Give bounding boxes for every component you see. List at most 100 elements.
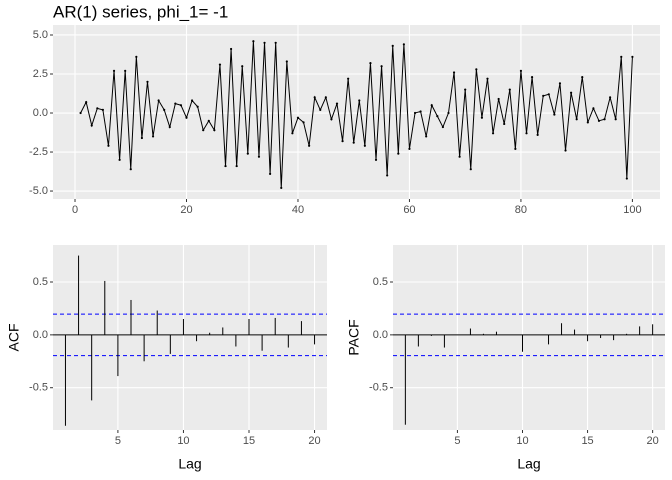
- point: [257, 155, 261, 158]
- x-axis-title: Lag: [517, 456, 540, 472]
- point: [536, 133, 539, 136]
- point: [79, 111, 82, 115]
- point: [380, 65, 383, 68]
- point: [263, 41, 266, 44]
- y-tick-label: -2.5: [29, 146, 48, 158]
- point: [447, 111, 450, 115]
- x-tick-label: 20: [308, 435, 320, 447]
- point: [408, 147, 411, 151]
- point: [140, 136, 144, 140]
- point: [174, 102, 177, 105]
- point: [96, 107, 99, 110]
- point: [620, 55, 623, 58]
- point: [597, 119, 601, 122]
- point: [196, 105, 199, 108]
- point: [274, 41, 277, 44]
- point: [241, 65, 244, 68]
- x-tick-label: 0: [72, 204, 78, 216]
- y-tick-label: 2.5: [33, 68, 48, 80]
- x-tick-label: 10: [516, 435, 528, 447]
- y-tick-label: 0.0: [33, 329, 48, 341]
- x-tick-label: 5: [454, 435, 460, 447]
- point: [547, 93, 550, 96]
- point: [112, 69, 116, 72]
- point: [90, 124, 93, 127]
- point: [475, 68, 478, 71]
- point: [85, 100, 88, 104]
- point: [369, 61, 372, 65]
- point: [324, 96, 327, 99]
- point: [402, 43, 405, 46]
- point: [586, 121, 589, 124]
- point: [542, 94, 545, 97]
- point: [163, 108, 166, 111]
- point: [358, 99, 361, 102]
- point: [101, 108, 104, 111]
- x-tick-label: 20: [647, 435, 659, 447]
- y-tick-label: 5.0: [33, 29, 48, 41]
- panel-background: [393, 245, 665, 430]
- point: [575, 118, 578, 121]
- y-tick-label: 0.0: [373, 329, 388, 341]
- point: [313, 96, 316, 99]
- point: [486, 77, 489, 80]
- y-axis-title: PACF: [346, 319, 362, 355]
- point: [441, 125, 444, 129]
- point: [330, 118, 333, 121]
- point: [151, 135, 155, 138]
- y-tick-label: -0.5: [29, 382, 48, 394]
- point: [491, 132, 495, 135]
- point: [157, 99, 160, 102]
- x-tick-label: 15: [581, 435, 593, 447]
- panel-background: [53, 25, 660, 199]
- y-tick-label: 0.0: [33, 107, 48, 119]
- point: [569, 91, 573, 94]
- point: [503, 122, 506, 126]
- x-tick-label: 40: [292, 204, 304, 216]
- point: [419, 110, 422, 113]
- point: [185, 116, 188, 119]
- point: [146, 80, 149, 83]
- point: [631, 55, 634, 58]
- point: [252, 40, 255, 43]
- point: [525, 132, 528, 135]
- point: [614, 118, 617, 121]
- point: [564, 149, 567, 152]
- x-tick-label: 80: [515, 204, 527, 216]
- point: [246, 152, 249, 155]
- point: [235, 164, 238, 168]
- point: [514, 147, 517, 151]
- point: [603, 118, 606, 121]
- point: [374, 158, 378, 161]
- point: [168, 125, 171, 129]
- x-tick-label: 100: [623, 204, 641, 216]
- point: [363, 144, 366, 147]
- point: [280, 186, 283, 190]
- point: [124, 69, 127, 72]
- point: [302, 121, 305, 124]
- y-tick-label: 0.5: [33, 276, 48, 288]
- x-tick-label: 20: [180, 204, 192, 216]
- point: [553, 113, 556, 116]
- point: [425, 135, 428, 138]
- point: [229, 47, 233, 51]
- point: [308, 144, 311, 147]
- point: [129, 168, 132, 171]
- point: [519, 69, 523, 72]
- point: [319, 108, 322, 111]
- point: [296, 116, 300, 119]
- point: [458, 155, 461, 158]
- point: [269, 172, 272, 175]
- x-tick-label: 60: [403, 204, 415, 216]
- point: [413, 111, 417, 115]
- point: [464, 88, 467, 91]
- point: [625, 177, 628, 180]
- point: [352, 141, 355, 144]
- point: [530, 76, 534, 79]
- x-tick-label: 15: [243, 435, 255, 447]
- point: [118, 158, 121, 161]
- point: [508, 88, 511, 91]
- point: [391, 44, 394, 48]
